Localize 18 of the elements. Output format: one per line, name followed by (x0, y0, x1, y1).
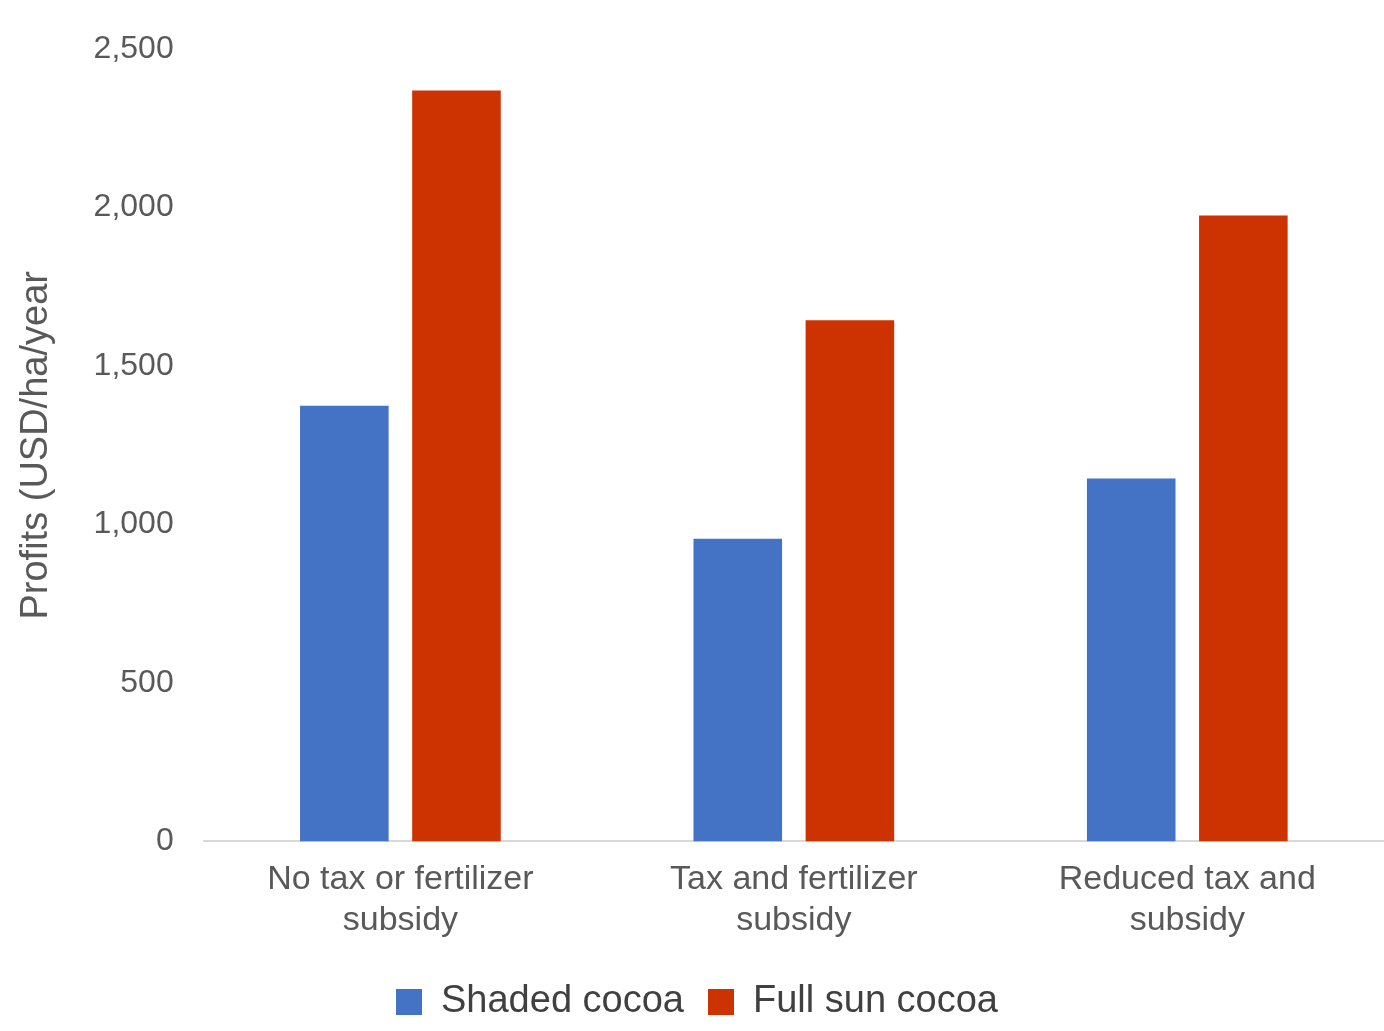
bar (300, 405, 389, 842)
bar (412, 90, 501, 842)
y-tick-label: 1,500 (93, 345, 174, 382)
bar (1086, 478, 1176, 842)
y-tick-label: 2,500 (93, 29, 174, 66)
y-tick-label: 2,000 (93, 187, 174, 224)
x-tick-label: No tax or fertilizer subsidy (267, 858, 534, 937)
y-tick-label: 500 (120, 662, 174, 699)
bar (805, 320, 895, 842)
bar (693, 538, 783, 842)
bar (1199, 215, 1288, 842)
y-tick-label: 1,000 (93, 504, 174, 541)
legend-label: Shaded cocoa (441, 978, 685, 1021)
legend-label: Full sun cocoa (752, 978, 999, 1021)
y-axis-title: Profits (USD/ha/year (13, 270, 56, 620)
x-tick-label: Tax and fertilizer subsidy (670, 858, 918, 937)
x-tick-label: Reduced tax and subsidy (1058, 858, 1316, 937)
y-tick-label: 0 (155, 821, 174, 858)
